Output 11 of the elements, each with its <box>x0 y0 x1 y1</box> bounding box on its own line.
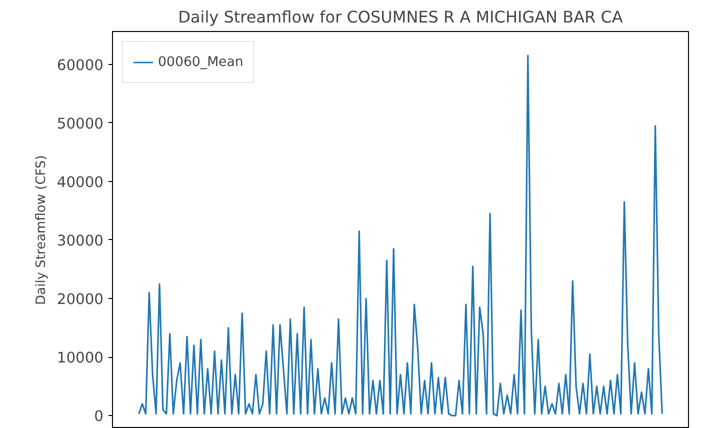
y-tick-label: 60000 <box>56 56 104 74</box>
legend-label: 00060_Mean <box>158 54 244 70</box>
y-tick-label: 10000 <box>56 350 104 367</box>
line-series <box>138 54 663 416</box>
y-axis-title: Daily Streamflow (CFS) <box>34 155 49 305</box>
y-tick-label: 30000 <box>56 232 104 250</box>
y-tick-label: 0 <box>94 408 104 426</box>
y-tick-label: 40000 <box>56 174 104 191</box>
y-tick-label: 20000 <box>56 291 104 308</box>
y-tick-label: 50000 <box>56 115 104 132</box>
chart-title: Daily Streamflow for COSUMNES R A MICHIGAN BAR CA <box>178 8 623 26</box>
